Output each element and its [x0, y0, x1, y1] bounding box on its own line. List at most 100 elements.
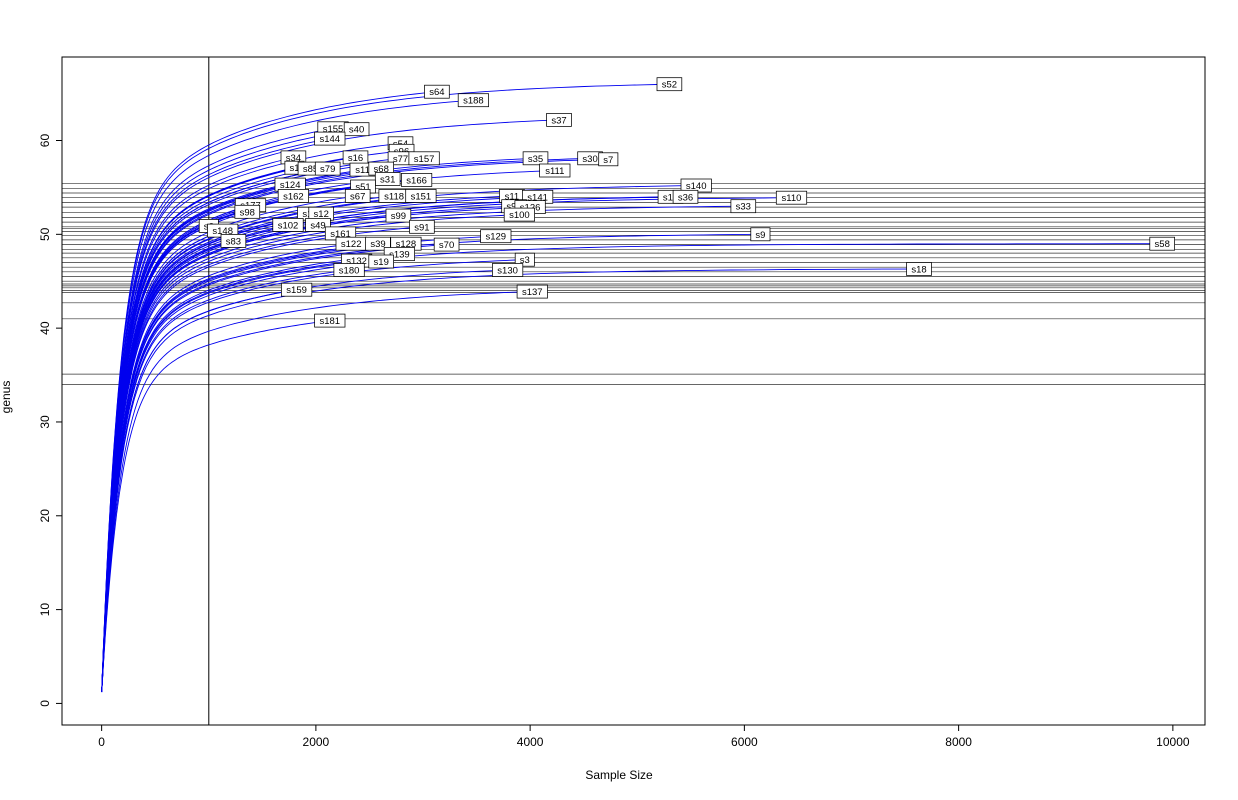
curve-label-text: s110 [782, 193, 802, 204]
curve-label-text: s36 [678, 192, 693, 203]
curve-label: s16 [342, 150, 369, 165]
curve-label: s157 [408, 151, 440, 166]
curve-label-text: s181 [319, 316, 340, 327]
curve-label-text: s188 [463, 96, 484, 107]
curve-label-text: s31 [380, 175, 395, 186]
curve-label-text: s141 [527, 192, 548, 203]
curve-label-text: s68 [374, 164, 389, 175]
curve-label-text: s7 [603, 155, 613, 166]
rarefaction-curve [101, 205, 744, 692]
curve-label-text: s9 [755, 230, 765, 241]
curve-label-text: s16 [348, 153, 363, 164]
curve-label-text: s166 [406, 175, 427, 186]
curve-label: s31 [374, 172, 401, 186]
x-axis-title: Sample Size [585, 768, 653, 782]
curve-label-text: s132 [346, 256, 367, 267]
curve-label-text: s98 [240, 207, 255, 218]
curve-label-text: s13 [663, 192, 678, 203]
curve-label-text: s140 [686, 181, 707, 192]
x-tick-label: 8000 [945, 735, 972, 749]
curve-label-text: s157 [414, 154, 435, 165]
rarefaction-curve [101, 196, 671, 692]
rarefaction-curve [101, 170, 555, 692]
curve-label-text: s118 [384, 191, 404, 202]
curve-label-text: s67 [350, 191, 365, 202]
rarefaction-curve [101, 195, 294, 692]
curve-label: s180 [333, 263, 365, 277]
curve-label-text: s137 [522, 287, 543, 298]
curve-label: s98 [234, 204, 261, 219]
curve-label-text: s37 [551, 115, 566, 126]
y-tick-label: 30 [38, 415, 52, 429]
curve-label: s118 [378, 189, 410, 203]
curve-label: s181 [314, 313, 346, 328]
curve-label-text: s151 [411, 191, 432, 202]
rarefaction-curve [101, 195, 358, 692]
curve-label-text: s85 [303, 164, 318, 175]
curve-label: s159 [281, 282, 313, 297]
curve-label: s52 [656, 77, 683, 92]
y-tick-label: 50 [38, 227, 52, 241]
curve-label-text: s3 [520, 255, 530, 266]
curve-label-text: s111 [545, 166, 564, 177]
rarefaction-curve [101, 235, 496, 692]
curve-label: s40 [343, 122, 370, 137]
curve-label: s91 [409, 219, 435, 234]
rarefaction-curve [101, 119, 560, 692]
curve-label-text: s99 [391, 211, 406, 222]
curve-label-text: s12 [314, 209, 329, 220]
curve-label: s162 [277, 189, 309, 203]
x-tick-label: 4000 [517, 735, 544, 749]
curve-label-text: s92 [506, 202, 521, 213]
x-tick-label: 0 [98, 735, 105, 749]
x-tick-label: 2000 [303, 735, 330, 749]
plot-border [61, 56, 1206, 726]
curve-label-text: s159 [286, 285, 307, 296]
y-tick-label: 40 [38, 321, 52, 335]
curve-label-text: s161 [330, 229, 351, 240]
y-tick-label: 10 [38, 603, 52, 617]
curve-label-text: s35 [528, 154, 543, 165]
curve-label: s111 [539, 163, 571, 178]
curve-label: s99 [385, 208, 412, 223]
curve-label: s36 [672, 189, 699, 204]
curve-label: s70 [433, 237, 460, 252]
rarefaction-curve [101, 243, 1163, 692]
curve-label: s110 [775, 190, 808, 205]
curve-label: s19 [368, 254, 394, 269]
curve-label-text: s129 [485, 232, 506, 243]
curve-label: s37 [546, 113, 572, 127]
curve-label-text: s119 [355, 165, 375, 176]
curve-label-text: s91 [414, 222, 429, 233]
curve-label-text: s18 [911, 265, 926, 276]
curve-label-text: s102 [278, 220, 299, 231]
y-tick-label: 20 [38, 509, 52, 523]
curve-label: s67 [344, 189, 371, 203]
curve-label-text: s162 [283, 191, 304, 202]
rarefaction-curve [101, 259, 525, 693]
curve-label: s35 [522, 151, 549, 166]
curve-label-text: s128 [396, 239, 417, 250]
curve-label-text: s52 [662, 80, 677, 91]
curve-label: s144 [314, 131, 346, 146]
curve-label-text: s83 [226, 236, 241, 247]
curve-label-text: s148 [212, 226, 233, 237]
curve-label-text: s79 [320, 164, 335, 175]
curve-label-text: s51 [355, 182, 370, 193]
curve-label-text: s144 [319, 134, 340, 145]
curve-label: s100 [503, 207, 535, 222]
curve-label-text: s39 [370, 239, 385, 250]
curve-label: s64 [424, 84, 450, 99]
curve-label-text: s58 [1155, 239, 1170, 250]
curve-label: s130 [492, 263, 524, 277]
rarefaction-curve [101, 268, 920, 693]
curve-label-text: s33 [736, 202, 751, 213]
curve-label: s79 [314, 161, 341, 176]
curve-label-text: s77 [393, 154, 408, 165]
curve-label-text: s30 [582, 154, 597, 165]
curve-label-text: s155 [323, 124, 344, 135]
x-tick-label: 6000 [731, 735, 758, 749]
curve-label-text: s1 [289, 163, 299, 174]
